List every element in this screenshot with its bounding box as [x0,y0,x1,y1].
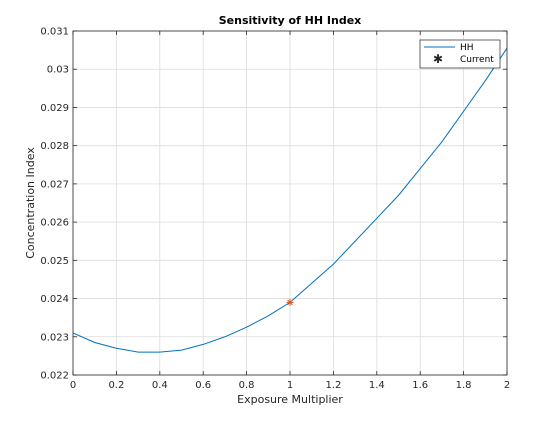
y-tick-label: 0.029 [40,103,69,114]
x-tick-label: 0.8 [239,380,255,391]
legend: HH ✱ Current [419,39,501,69]
x-tick-label: 2 [504,380,510,391]
x-tick-label: 0 [70,380,76,391]
x-tick-label: 1.8 [456,380,472,391]
legend-marker-swatch: ✱ [433,52,443,66]
current-marker [286,298,294,306]
x-tick-label: 1.4 [369,380,385,391]
chart-title: Sensitivity of HH Index [219,14,362,27]
y-tick-label: 0.03 [47,65,69,76]
x-tick-label: 0.2 [108,380,124,391]
y-tick-label: 0.025 [40,256,69,267]
x-tick-label: 0.6 [195,380,211,391]
y-tick-label: 0.023 [40,332,69,343]
x-tick-label: 1.6 [412,380,428,391]
legend-label-hh: HH [460,43,474,53]
y-tick-label: 0.027 [40,179,69,190]
x-tick-label: 0.4 [152,380,168,391]
legend-label-current: Current [460,55,494,65]
legend-box [419,39,501,69]
y-tick-label: 0.031 [40,27,69,38]
ticks [72,30,508,376]
x-axis-label: Exposure Multiplier [237,393,343,406]
y-tick-label: 0.024 [40,294,69,305]
x-tick-label: 1.2 [325,380,341,391]
x-tick-label: 1 [287,380,293,391]
y-tick-label: 0.022 [40,371,69,382]
y-axis-label: Concentration Index [24,147,37,259]
tick-labels: 0 0.2 0.4 0.6 0.8 1 1.2 1.4 1.6 1.8 2 0.022 0.023 0.0… [40,27,510,392]
y-tick-label: 0.028 [40,141,69,152]
y-tick-label: 0.026 [40,218,69,229]
series-layer [73,47,507,353]
